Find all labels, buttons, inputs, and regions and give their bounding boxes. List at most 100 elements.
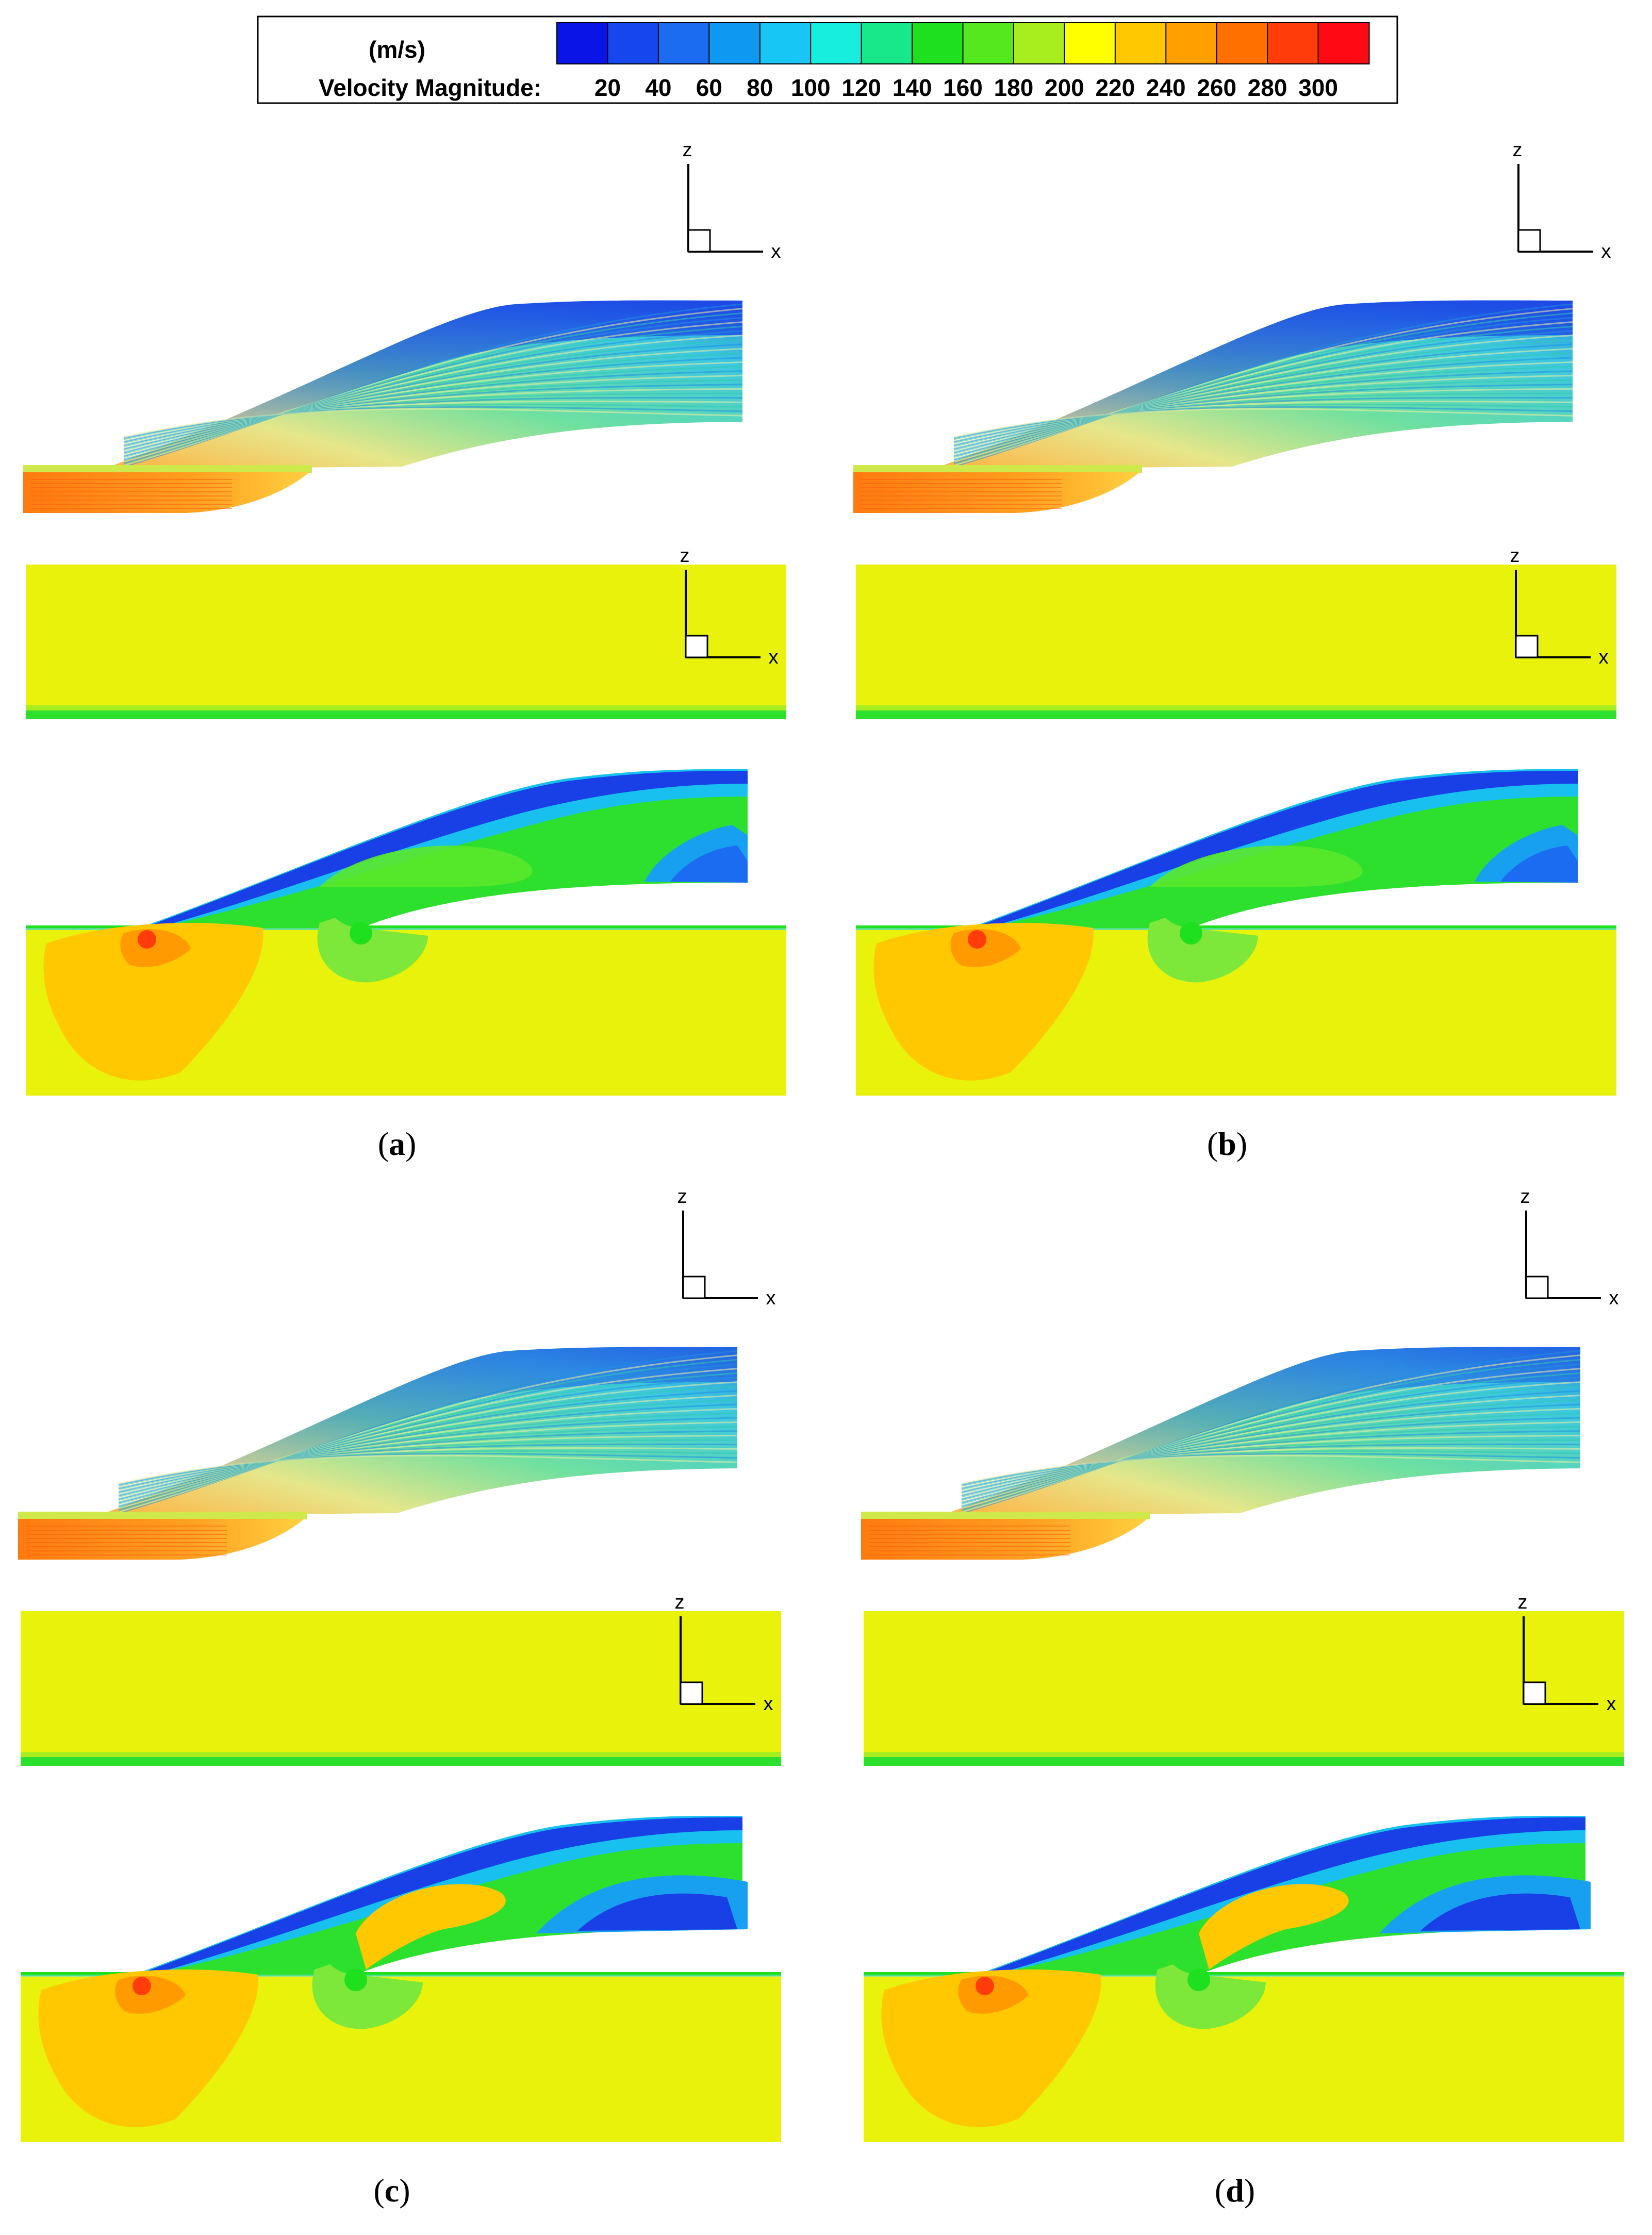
jet-plume <box>881 1969 1101 2127</box>
legend-swatch <box>810 22 863 64</box>
stagnation-peak <box>138 930 156 949</box>
axis-label-x: x <box>1601 241 1611 262</box>
legend-tick-labels: 20 40 60 80 100 120 140 160 180 200 220 240 260 280 30… <box>594 74 1338 101</box>
axis-triad: zx <box>1513 139 1611 262</box>
duct-body <box>103 300 742 469</box>
axis-label-z: z <box>1521 1186 1530 1207</box>
axis-triad: zx <box>678 1186 776 1309</box>
legend-colorbar <box>556 22 1370 64</box>
axis-label-z: z <box>1510 545 1520 567</box>
planar-contour-view <box>21 1611 781 1766</box>
axis-label-x: x <box>1599 647 1609 668</box>
stagnation-peak <box>133 1977 151 1995</box>
legend-swatch <box>962 22 1015 64</box>
centerline-contour-view <box>856 769 1616 1096</box>
axis-label-z: z <box>1513 139 1523 161</box>
legend-tick-label: 40 <box>645 74 671 101</box>
axis-label-x: x <box>771 241 781 262</box>
axis-label-x: x <box>1609 1287 1619 1309</box>
planar-contour-view <box>26 565 786 719</box>
legend-swatch <box>912 22 964 64</box>
legend-title: Velocity Magnitude: <box>319 74 541 101</box>
jet-channel <box>861 1519 1147 1560</box>
axis-label-x: x <box>769 647 779 668</box>
legend-swatch <box>861 22 913 64</box>
centerline-contour-view <box>21 1815 781 2142</box>
axis-triad: zx <box>683 139 781 262</box>
legend-swatch <box>1317 22 1370 64</box>
legend-swatch <box>708 22 761 64</box>
vortex-region <box>1155 1964 1266 2029</box>
jet-plume <box>873 923 1094 1081</box>
axis-label-z: z <box>683 139 692 161</box>
streamline-view <box>853 300 1573 513</box>
legend-tick-label: 200 <box>1045 74 1084 101</box>
stagnation-peak <box>976 1977 994 1995</box>
legend-swatch <box>657 22 710 64</box>
legend-tick-label: 220 <box>1095 74 1135 101</box>
axis-label-x: x <box>766 1287 776 1309</box>
duct-body <box>98 1347 737 1516</box>
centerline-contour-view <box>864 1815 1624 2142</box>
duct-body <box>933 300 1573 469</box>
vortex-region <box>1147 918 1258 983</box>
legend-tick-label: 140 <box>893 74 932 101</box>
axis-label-x: x <box>764 1693 773 1715</box>
streamline-view <box>23 300 743 513</box>
legend-swatch <box>759 22 812 64</box>
legend-tick-label: 20 <box>594 74 621 101</box>
jet-plume <box>43 923 263 1081</box>
legend-tick-label: 260 <box>1197 74 1236 101</box>
legend-tick-label: 120 <box>841 74 881 101</box>
legend-swatch <box>607 22 659 64</box>
jet-plume <box>38 1969 258 2127</box>
planar-contour-view <box>864 1611 1624 1766</box>
legend-swatch <box>1013 22 1065 64</box>
axis-label-x: x <box>1607 1693 1616 1715</box>
axis-triad: zx <box>680 545 779 668</box>
legend-tick-label: 100 <box>791 74 831 101</box>
vortex-region <box>317 918 428 983</box>
legend-swatch <box>556 22 608 64</box>
axis-label-z: z <box>1518 1592 1528 1613</box>
stagnation-peak <box>968 930 986 949</box>
streamline-view <box>18 1347 738 1560</box>
legend-tick-label: 60 <box>696 74 722 101</box>
legend-tick-label: 300 <box>1298 74 1338 101</box>
legend-swatch <box>1267 22 1319 64</box>
legend-swatch <box>1165 22 1218 64</box>
axis-triad: zx <box>675 1592 773 1715</box>
planar-contour-view <box>856 565 1616 719</box>
vortex-region <box>312 1964 423 2029</box>
duct-body <box>941 1347 1580 1516</box>
legend-tick-label: 80 <box>747 74 773 101</box>
legend-tick-label: 240 <box>1146 74 1186 101</box>
legend-swatch <box>1064 22 1116 64</box>
color-legend: (m/s) Velocity Magnitude: 20 40 60 80 100 120… <box>257 15 1398 104</box>
axis-triad: zx <box>1518 1592 1616 1715</box>
legend-swatch <box>1114 22 1167 64</box>
streamline-view <box>861 1347 1581 1560</box>
panel-caption: (d) <box>1215 2172 1255 2209</box>
centerline-contour-view <box>26 769 786 1096</box>
jet-channel <box>18 1519 304 1560</box>
axis-label-z: z <box>680 545 690 567</box>
jet-channel <box>23 472 309 513</box>
legend-tick-label: 160 <box>943 74 983 101</box>
axis-label-z: z <box>678 1186 687 1207</box>
panel-caption: (a) <box>378 1125 417 1162</box>
panel-caption: (b) <box>1207 1125 1247 1162</box>
axis-label-z: z <box>675 1592 685 1613</box>
axis-triad: zx <box>1521 1186 1619 1309</box>
axis-triad: zx <box>1510 545 1609 668</box>
legend-unit: (m/s) <box>369 36 425 63</box>
legend-tick-label: 280 <box>1248 74 1287 101</box>
jet-channel <box>853 472 1139 513</box>
legend-swatch <box>1216 22 1268 64</box>
